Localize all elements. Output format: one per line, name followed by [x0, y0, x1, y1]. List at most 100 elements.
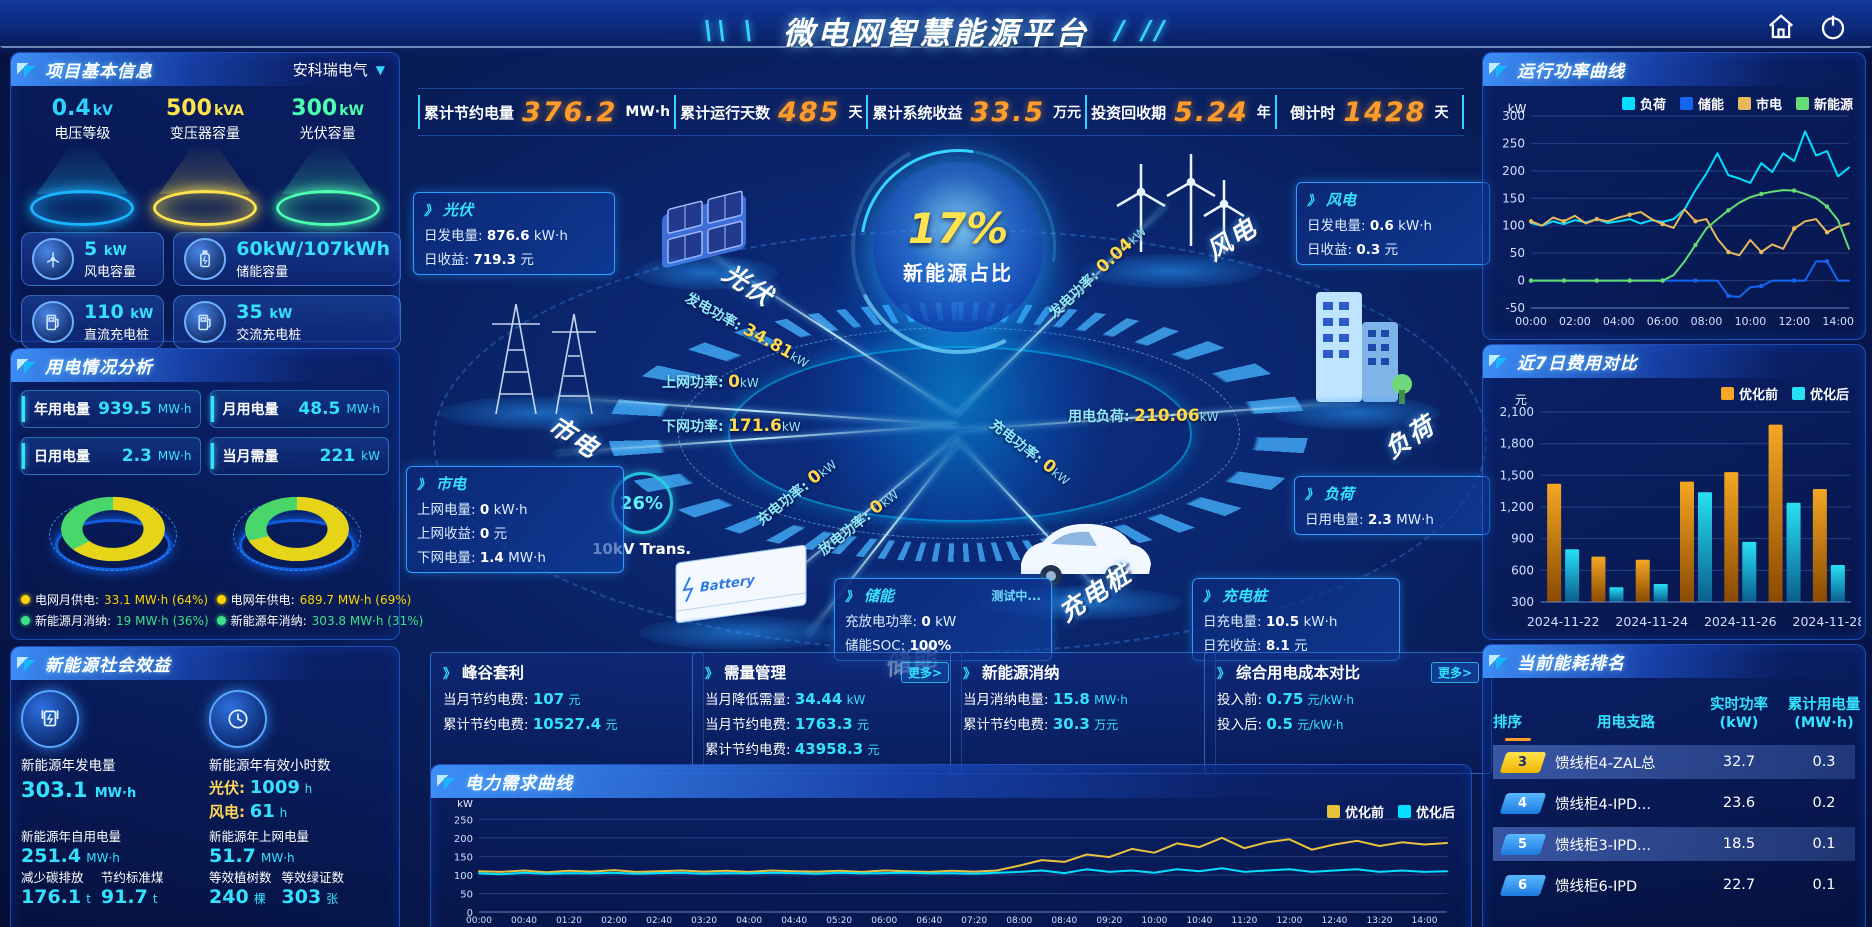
svg-text:200: 200 [1502, 164, 1525, 178]
demand-curve-chart: 250 200 150 100 50 0 kW 00:00 00:40 01:20 02:00 02:… [437, 800, 1465, 927]
energy-rank-panel: 当前能耗排名 排序 用电支路 实时功率 (kW) 累计用电量 (MW·h) 3 馈线… [1482, 644, 1866, 927]
kpi-unit: 年 [1256, 105, 1271, 121]
table-row[interactable]: 4 馈线柜4-IPD... 23.6 0.2 [1493, 786, 1855, 820]
svg-text:2,100: 2,100 [1500, 405, 1534, 419]
flow-load-power: 用电负荷: 210.06kW [1068, 406, 1219, 426]
usage-analysis-panel: 用电情况分析 年用电量 939.5 MW·h 月用电量 48.5 MW·h 日用电量 2.… [10, 348, 423, 640]
legend-dot [21, 595, 30, 604]
svg-text:06:40: 06:40 [916, 916, 942, 926]
glow-ring [30, 190, 135, 226]
power-grid-pylons-icon [439, 264, 643, 430]
col-rank: 排序 [1493, 715, 1522, 732]
panel-corner-icon [17, 359, 37, 373]
svg-text:100: 100 [1502, 219, 1525, 233]
rank-badge: 6 [1499, 874, 1547, 896]
svg-text:250: 250 [1502, 136, 1525, 150]
power-curve-panel: 运行功率曲线 负荷 储能 市电 新能源 300 250 200 150 100 50 0 -50 kW… [1482, 52, 1866, 340]
light-cone [281, 142, 374, 194]
svg-text:09:20: 09:20 [1096, 916, 1122, 926]
svg-text:08:00: 08:00 [1691, 315, 1723, 328]
company-name: 安科瑞电气 [292, 61, 368, 79]
svg-text:1,800: 1,800 [1500, 437, 1534, 451]
chevron-right-icon: 》 [1305, 488, 1319, 503]
renewable-share-label: 新能源占比 [903, 261, 1013, 285]
card-wind-capacity: 5 kW 风电容量 [21, 232, 165, 286]
chevron-right-icon: 》 [1217, 666, 1231, 682]
stat-grid-feed: 新能源年上网电量 51.7 MW·h [209, 829, 310, 867]
branch-name: 馈线柜6-IPD [1555, 878, 1638, 895]
page-title: 微电网智慧能源平台 [783, 16, 1089, 52]
kpi-countdown: 倒计时 1428 天 [1274, 95, 1464, 129]
panel-corner-icon [1489, 655, 1509, 669]
flow-pv-power: 发电功率: 34.81kW [682, 290, 811, 371]
svg-text:05:20: 05:20 [826, 916, 852, 926]
svg-text:kW: kW [457, 800, 473, 810]
legend-grid-year[interactable]: 电网年供电: 689.7 MW·h (69%) [216, 591, 424, 608]
cost-more-button[interactable]: 更多> [1430, 661, 1479, 683]
svg-text:13:20: 13:20 [1366, 916, 1392, 926]
svg-text:200: 200 [454, 834, 473, 845]
legend-item[interactable]: 优化前 [1326, 802, 1384, 821]
panel-corner-icon [17, 657, 37, 671]
svg-text:10:00: 10:00 [1141, 916, 1167, 926]
legend-dot [216, 616, 226, 625]
renewable-share-value: 17% [907, 204, 1009, 253]
glow-ring [152, 190, 257, 226]
svg-text:04:00: 04:00 [736, 916, 762, 926]
stat-effective-hours: 新能源年有效小时数 光伏: 1009 h 风电: 61 h [209, 690, 389, 822]
energy-rank-table: 排序 用电支路 实时功率 (kW) 累计用电量 (MW·h) 3 馈线柜4-ZAL总… [1493, 696, 1860, 903]
svg-text:100: 100 [454, 871, 473, 882]
company-dropdown[interactable]: 安科瑞电气 ▼ [293, 59, 385, 80]
charger-icon [32, 301, 74, 343]
node-label-pv: 光伏 [717, 258, 779, 313]
legend-item[interactable]: 优化后 [1397, 802, 1455, 821]
legend-swatch [1621, 97, 1635, 110]
donut [61, 496, 165, 562]
kpi-value: 376.2 [522, 96, 618, 128]
legend-renewable-month[interactable]: 新能源月消纳: 19 MW·h (36%) [21, 612, 209, 629]
power-icon[interactable] [1818, 12, 1848, 42]
legend-item[interactable]: 优化前 [1720, 384, 1778, 403]
branch-energy: 0.1 [1812, 877, 1836, 894]
stat-coal-saved: 节约标准煤 91.7 t [100, 870, 164, 908]
home-icon[interactable] [1766, 12, 1796, 42]
stat-trees-equivalent: 等效植树数 240 棵 [209, 870, 272, 908]
donut [245, 496, 349, 562]
glow-ring [275, 190, 380, 226]
branch-power: 22.7 [1722, 877, 1756, 894]
svg-text:150: 150 [1502, 191, 1525, 205]
svg-text:元: 元 [1515, 393, 1527, 407]
kpi-value: 33.5 [970, 96, 1046, 128]
legend-item[interactable]: 市电 [1737, 94, 1782, 113]
demand-more-button[interactable]: 更多> [900, 661, 949, 683]
project-info-panel: 项目基本信息 安科瑞电气 ▼ 0.4 kV 电压等级 500 kVA 变压器容量 [10, 52, 402, 349]
chevron-right-icon: 》 [417, 478, 431, 493]
table-row[interactable]: 5 馈线柜3-IPD... 18.5 0.1 [1493, 827, 1855, 862]
stat-green-certs: 等效绿证数 303 张 [281, 870, 345, 908]
energy-flow-diagram: 17% 新能源占比 [406, 134, 1490, 681]
legend-item[interactable]: 储能 [1679, 94, 1724, 113]
legend-grid-month[interactable]: 电网月供电: 33.1 MW·h (64%) [21, 591, 209, 608]
legend-renewable-year[interactable]: 新能源年消纳: 303.8 MW·h (31%) [216, 612, 423, 629]
kpi-payback-period: 投资回收期 5.24 年 [1085, 95, 1275, 129]
table-row[interactable]: 6 馈线柜6-IPD 22.7 0.1 [1493, 868, 1855, 902]
svg-text:12:00: 12:00 [1276, 916, 1302, 926]
svg-text:06:00: 06:00 [871, 916, 897, 926]
svg-text:03:20: 03:20 [691, 916, 717, 926]
stat-month-demand: 当月需量 221 kW [209, 437, 389, 475]
svg-text:06:00: 06:00 [1647, 315, 1679, 328]
legend-item[interactable]: 负荷 [1621, 94, 1666, 113]
chevron-right-icon: 》 [845, 590, 859, 605]
legend-item[interactable]: 优化后 [1791, 384, 1849, 403]
beacon-voltage: 0.4 kV 电压等级 [24, 96, 140, 226]
power-panel-title: 运行功率曲线 [1517, 62, 1625, 82]
svg-text:2024-11-22: 2024-11-22 [1527, 614, 1600, 629]
col-energy: 累计用电量 (MW·h) [1787, 697, 1861, 732]
legend-item[interactable]: 新能源 [1795, 94, 1853, 113]
node-label-ev: 充电桩 [1053, 559, 1138, 628]
svg-text:02:40: 02:40 [646, 916, 672, 926]
kpi-label: 累计节约电量 [424, 103, 515, 122]
table-row[interactable]: 3 馈线柜4-ZAL总 32.7 0.3 [1493, 745, 1855, 780]
demand-management-box: 》需量管理 更多> 当月降低需量: 34.44 kW 当月节约电费: 1763.… [692, 652, 962, 774]
legend-dot [21, 616, 30, 625]
